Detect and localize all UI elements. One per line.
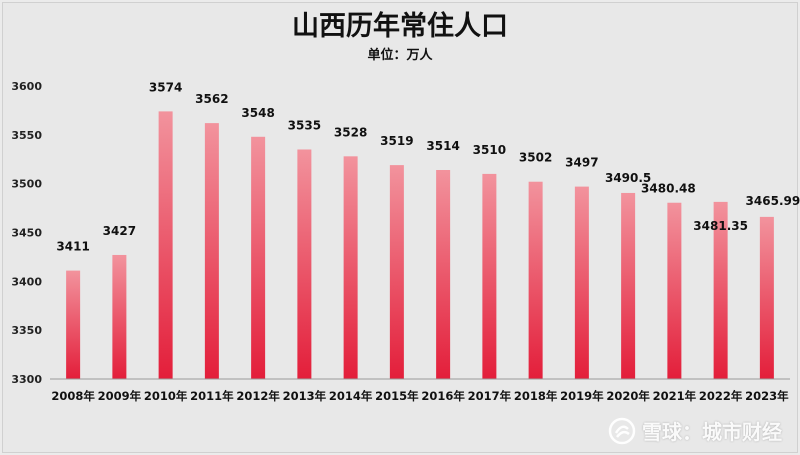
watermark-text: 雪球：城市财经 [642, 420, 782, 444]
data-label: 3465.99 [746, 194, 800, 208]
x-tick-label: 2012年 [236, 389, 280, 403]
bar [528, 181, 543, 379]
bar [66, 270, 81, 379]
x-tick-label: 2016年 [421, 389, 465, 403]
bar [574, 186, 589, 379]
data-label: 3562 [195, 92, 228, 106]
x-tick-label: 2009年 [98, 389, 142, 403]
chart-subtitle: 单位：万人 [367, 48, 433, 63]
y-tick-label: 3450 [11, 227, 42, 240]
bar [621, 192, 636, 379]
x-tick-label: 2011年 [190, 389, 234, 403]
y-tick-label: 3400 [11, 275, 42, 288]
bar [204, 123, 219, 379]
chart-title: 山西历年常住人口 [292, 11, 508, 42]
data-label: 3519 [380, 134, 413, 148]
bar [112, 254, 127, 379]
data-label: 3481.35 [693, 219, 748, 233]
y-tick-label: 3500 [11, 178, 42, 191]
bar [389, 165, 404, 379]
bar [436, 169, 451, 379]
data-label: 3427 [103, 224, 136, 238]
data-label: 3510 [473, 143, 506, 157]
y-tick-label: 3600 [11, 80, 42, 93]
bar [297, 149, 312, 379]
x-tick-label: 2021年 [653, 389, 697, 403]
watermark: 雪球：城市财经 [608, 416, 782, 445]
data-label: 3497 [565, 156, 598, 170]
x-tick-label: 2023年 [745, 389, 789, 403]
bar [482, 173, 497, 379]
data-label: 3411 [56, 240, 89, 254]
x-tick-label: 2008年 [51, 389, 95, 403]
data-label: 3535 [288, 118, 321, 132]
snowball-logo-icon [608, 417, 636, 444]
x-tick-label: 2015年 [375, 389, 419, 403]
x-tick-label: 2019年 [560, 389, 604, 403]
y-tick-label: 3300 [11, 373, 42, 386]
bar [759, 216, 774, 379]
data-label: 3490.5 [605, 171, 651, 185]
bar [158, 111, 173, 379]
x-tick-label: 2017年 [468, 389, 512, 403]
x-tick-label: 2020年 [606, 389, 650, 403]
x-tick-label: 2022年 [699, 389, 743, 403]
x-tick-label: 2013年 [283, 389, 327, 403]
data-label: 3502 [519, 151, 552, 165]
data-label: 3574 [149, 80, 182, 94]
y-tick-label: 3550 [11, 129, 42, 142]
data-label: 3480.48 [641, 182, 696, 196]
y-tick-label: 3350 [11, 324, 42, 337]
data-label: 3528 [334, 125, 367, 139]
bar [343, 156, 358, 379]
data-label: 3514 [426, 139, 459, 153]
x-tick-label: 2014年 [329, 389, 373, 403]
bar [667, 202, 682, 379]
x-tick-label: 2018年 [514, 389, 558, 403]
data-label: 3548 [241, 106, 274, 120]
bar [713, 201, 728, 379]
bar [251, 136, 266, 379]
x-tick-label: 2010年 [144, 389, 188, 403]
